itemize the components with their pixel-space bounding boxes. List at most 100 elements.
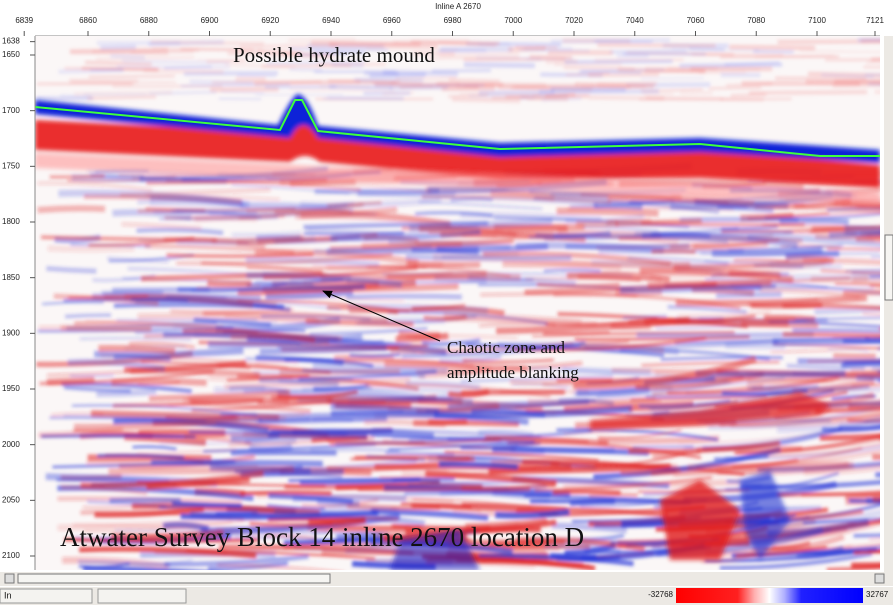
texture-stroke (546, 61, 578, 62)
texture-stroke (597, 45, 715, 46)
texture-stroke (651, 234, 710, 236)
texture-stroke (47, 380, 95, 382)
texture-stroke (697, 448, 802, 450)
texture-stroke (71, 82, 176, 83)
texture-stroke (38, 208, 105, 210)
chaotic-label: Chaotic zone and (447, 338, 566, 357)
texture-stroke (602, 272, 710, 273)
texture-stroke (633, 447, 694, 448)
texture-stroke (231, 435, 280, 439)
texture-stroke (741, 324, 818, 326)
texture-stroke (289, 69, 322, 70)
texture-stroke (89, 76, 175, 77)
texture-stroke (96, 57, 194, 59)
texture-stroke (716, 294, 782, 295)
texture-stroke (385, 453, 454, 454)
texture-stroke (709, 88, 761, 89)
texture-stroke (537, 285, 620, 286)
texture-stroke (806, 82, 893, 83)
texture-stroke (210, 89, 279, 90)
texture-stroke (346, 296, 462, 297)
colorbar-min: -32768 (648, 590, 673, 599)
x-tick-label: 6940 (322, 16, 340, 25)
texture-stroke (551, 40, 670, 41)
texture-stroke (164, 67, 212, 69)
texture-stroke (100, 47, 136, 48)
texture-stroke (159, 217, 278, 219)
texture-stroke (503, 264, 691, 265)
texture-stroke (652, 251, 696, 252)
texture-stroke (495, 512, 569, 516)
texture-stroke (439, 464, 518, 467)
texture-stroke (396, 78, 457, 79)
texture-stroke (246, 210, 349, 212)
texture-stroke (508, 48, 545, 49)
texture-stroke (151, 462, 323, 463)
x-tick-label: 7060 (687, 16, 705, 25)
v-scrollbar[interactable] (884, 36, 893, 572)
texture-stroke (527, 99, 568, 100)
y-tick-label: 2050 (2, 495, 20, 504)
texture-stroke (116, 319, 257, 320)
h-scroll-thumb[interactable] (18, 574, 330, 583)
texture-stroke (312, 419, 353, 421)
texture-stroke (580, 86, 646, 87)
texture-stroke (207, 283, 251, 284)
texture-stroke (616, 221, 702, 224)
texture-stroke (545, 95, 575, 97)
texture-stroke (241, 493, 332, 494)
scroll-right[interactable] (875, 574, 884, 583)
texture-stroke (544, 270, 601, 271)
y-tick-label: 1850 (2, 273, 20, 282)
texture-stroke (88, 458, 212, 459)
v-scroll-thumb[interactable] (885, 235, 893, 300)
x-tick-label: 6960 (383, 16, 401, 25)
texture-stroke (110, 500, 181, 501)
texture-stroke (350, 458, 418, 459)
texture-stroke (390, 87, 448, 88)
texture-stroke (646, 98, 764, 100)
texture-stroke (775, 78, 866, 79)
x-tick-label: 7100 (808, 16, 826, 25)
texture-stroke (530, 57, 572, 58)
texture-stroke (464, 65, 535, 66)
caption: Atwater Survey Block 14 inline 2670 loca… (60, 522, 584, 552)
texture-stroke (270, 431, 393, 433)
texture-stroke (753, 51, 793, 52)
texture-stroke (288, 40, 356, 41)
y-tick-label: 2100 (2, 551, 20, 560)
texture-stroke (98, 348, 175, 351)
texture-stroke (312, 265, 463, 266)
texture-stroke (48, 248, 135, 249)
texture-stroke (452, 99, 520, 101)
x-tick-label: 7121 (866, 16, 884, 25)
texture-stroke (461, 488, 530, 489)
texture-stroke (645, 68, 760, 69)
texture-stroke (557, 211, 659, 213)
texture-stroke (61, 328, 152, 329)
texture-stroke (97, 392, 157, 394)
texture-stroke (144, 71, 224, 72)
scroll-left[interactable] (5, 574, 14, 583)
section-title: Inline A 2670 (435, 2, 481, 11)
texture-stroke (726, 84, 772, 86)
texture-stroke (553, 492, 621, 493)
texture-stroke (811, 279, 868, 280)
y-tick-label: 1800 (2, 217, 20, 226)
y-tick-label: 1650 (2, 50, 20, 59)
texture-stroke (190, 81, 254, 83)
y-tick-label: 2000 (2, 440, 20, 449)
texture-stroke (680, 65, 783, 66)
texture-stroke (413, 422, 467, 423)
texture-stroke (108, 469, 293, 472)
texture-stroke (102, 293, 164, 294)
texture-stroke (589, 495, 638, 497)
x-tick-label: 6839 (15, 16, 33, 25)
texture-stroke (731, 94, 766, 95)
texture-stroke (80, 338, 192, 340)
x-tick-label: 6860 (79, 16, 97, 25)
texture-stroke (786, 258, 828, 260)
x-tick-label: 7020 (565, 16, 583, 25)
x-tick-label: 7000 (504, 16, 522, 25)
